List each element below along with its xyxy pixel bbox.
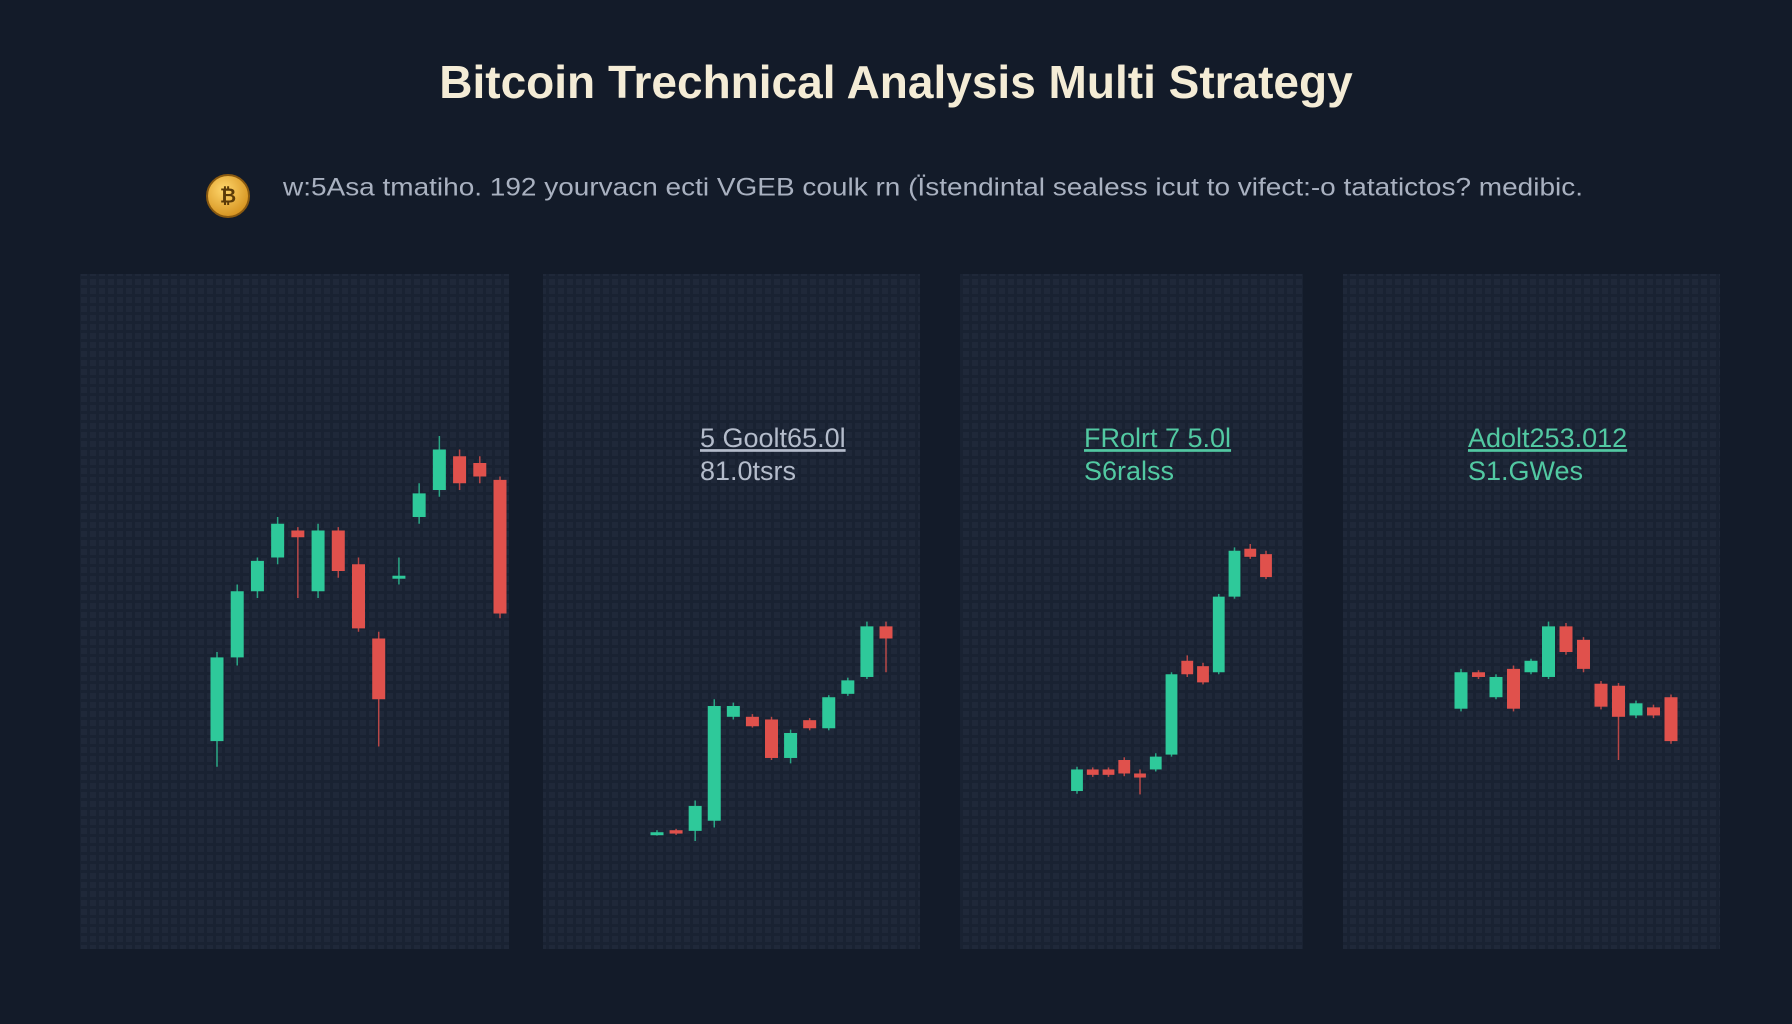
candle-body xyxy=(745,716,759,727)
candle-body xyxy=(210,657,224,742)
candle-body xyxy=(311,530,325,592)
candle-body xyxy=(1542,626,1555,677)
candle-body xyxy=(493,479,507,614)
candle-body xyxy=(1260,554,1272,578)
candle-body xyxy=(784,733,798,758)
panel-grid xyxy=(543,274,920,949)
panel-label: S6ralss xyxy=(1084,456,1174,486)
subtitle: w:5Asa tmatiho. 192 yourvacn ecti VGEB c… xyxy=(282,174,1583,202)
candle-body xyxy=(1181,660,1194,675)
candle-body xyxy=(669,830,683,834)
candle-body xyxy=(1472,672,1485,677)
candle-body xyxy=(1228,550,1241,597)
candle-body xyxy=(1149,756,1162,770)
candle-body xyxy=(1071,769,1083,792)
candle-body xyxy=(352,564,365,629)
candle-body xyxy=(879,626,893,639)
candle-body xyxy=(1118,760,1131,774)
candle-body xyxy=(271,523,285,558)
candle-body xyxy=(650,832,664,836)
candle-body xyxy=(822,697,836,729)
candle-body xyxy=(841,680,855,694)
candle-body xyxy=(707,706,721,821)
panel-label: S1.GWes xyxy=(1468,456,1583,486)
candle-body xyxy=(331,530,345,571)
panel-grid xyxy=(1343,274,1720,949)
candle-body xyxy=(291,530,305,538)
candle-body xyxy=(392,575,406,579)
candle-body xyxy=(1664,697,1678,742)
candle-body xyxy=(860,626,874,677)
coin-icon: ₿ xyxy=(206,174,250,218)
candle-body xyxy=(432,449,446,490)
candle-body xyxy=(1647,707,1660,716)
candle-body xyxy=(765,719,778,758)
candle-body xyxy=(1212,596,1225,673)
candle-body xyxy=(1612,685,1625,717)
candle-body xyxy=(1594,683,1608,707)
candle-body xyxy=(1086,769,1099,775)
candle-body xyxy=(412,493,426,517)
candle-body xyxy=(1102,769,1115,775)
candle-body xyxy=(1629,703,1643,716)
candle-body xyxy=(726,706,740,717)
candle-body xyxy=(230,591,244,658)
panel-label: 5 Goolt65.0l xyxy=(700,423,846,453)
candle-body xyxy=(1524,660,1538,673)
candle-body xyxy=(1165,674,1178,755)
candle-body xyxy=(1134,773,1146,778)
panel-grid xyxy=(960,274,1303,949)
candle-body xyxy=(1577,639,1590,669)
chart-panel xyxy=(80,274,509,949)
title: Bitcoin Trechnical Analysis Multi Strate… xyxy=(439,56,1353,108)
svg-text:₿: ₿ xyxy=(220,185,236,207)
candle-body xyxy=(1559,626,1573,652)
panel-label: 81.0tsrs xyxy=(700,456,796,486)
panel-label: FRolrt 7 5.0l xyxy=(1084,423,1231,453)
candle-body xyxy=(250,560,264,592)
candle-body xyxy=(473,463,487,477)
candle-body xyxy=(1197,666,1209,683)
panel-grid xyxy=(80,274,509,949)
candle-body xyxy=(1489,676,1503,698)
candle-body xyxy=(1454,672,1468,709)
candle-body xyxy=(803,720,817,729)
candle-body xyxy=(453,456,467,484)
candle-body xyxy=(1244,548,1257,557)
candle-body xyxy=(372,638,386,700)
candle-body xyxy=(1507,668,1520,709)
panel-label: Adolt253.012 xyxy=(1468,423,1627,453)
candle-body xyxy=(688,805,702,831)
